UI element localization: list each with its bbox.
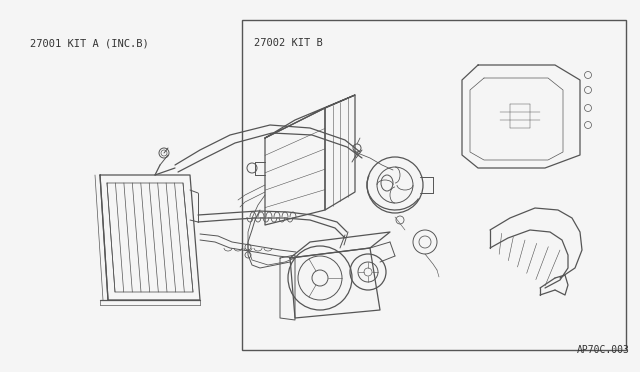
Text: AP70C.003: AP70C.003 bbox=[577, 345, 630, 355]
Bar bbox=[242, 20, 626, 350]
Text: 27002 KIT B: 27002 KIT B bbox=[254, 38, 323, 48]
Text: 27001 KIT A (INC.B): 27001 KIT A (INC.B) bbox=[30, 38, 148, 48]
